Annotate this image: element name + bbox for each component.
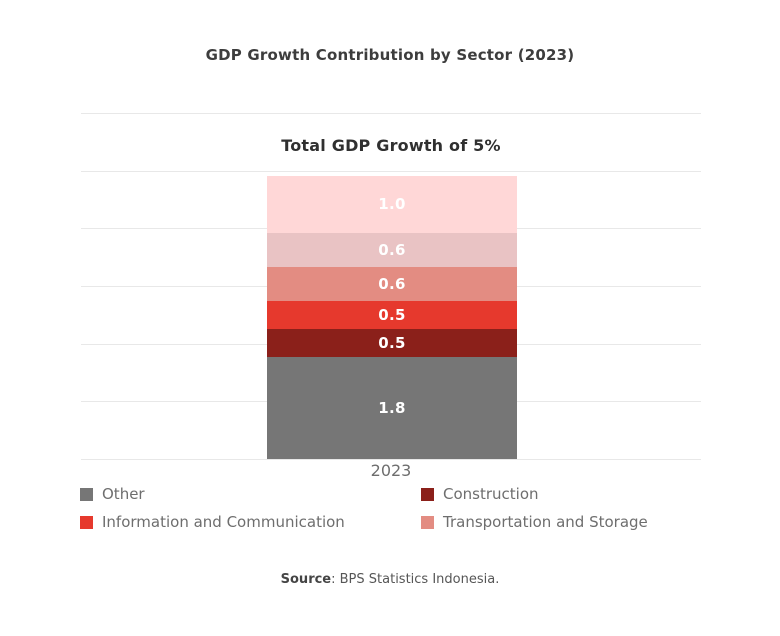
legend-label: Construction: [443, 485, 539, 503]
legend-item: Information and Communication: [80, 512, 421, 532]
bar-segment-value-label: 1.8: [378, 399, 406, 418]
legend-swatch: [421, 487, 434, 501]
stacked-bar: 1.0 0.6 0.6 0.5 0.5 1.8: [267, 176, 517, 459]
plot-area: Total GDP Growth of 5% 1.0 0.6 0.6 0.5 0.5 1.…: [81, 113, 701, 460]
bar-segment-value-label: 0.6: [378, 240, 406, 259]
source-prefix: Source: [280, 572, 332, 587]
legend-item: Construction: [421, 484, 702, 504]
bar-segment: 1.0: [267, 176, 517, 233]
bar-segment: 0.5: [267, 328, 517, 358]
legend-swatch: [80, 515, 93, 529]
legend-item: Other: [80, 484, 421, 504]
legend-swatch: [421, 515, 434, 529]
bar-segment-value-label: 0.5: [378, 333, 406, 352]
legend-item: Transportation and Storage: [421, 512, 702, 532]
legend-label: Information and Communication: [102, 513, 345, 531]
bar-segment-value-label: 0.5: [378, 305, 406, 324]
bar-segment: 1.8: [267, 357, 517, 459]
source-text: : BPS Statistics Indonesia.: [331, 572, 500, 587]
bar-segment-value-label: 1.0: [378, 195, 406, 214]
gridline: [81, 459, 701, 460]
bar-segment-value-label: 0.6: [378, 274, 406, 293]
legend-swatch: [80, 487, 93, 501]
bar-segment: 0.6: [267, 232, 517, 267]
legend-label: Transportation and Storage: [443, 513, 648, 531]
chart-title: GDP Growth Contribution by Sector (2023): [205, 46, 575, 64]
chart-subtitle: Total GDP Growth of 5%: [281, 136, 501, 155]
gridline: [81, 170, 701, 172]
legend-label: Other: [102, 485, 145, 503]
gridline: [81, 113, 701, 114]
bar-segment: 0.6: [267, 266, 517, 301]
legend: Other Construction Information and Communi…: [80, 484, 702, 532]
x-axis-label: 2023: [370, 461, 412, 480]
bar-segment: 0.5: [267, 300, 517, 329]
source-note: Source: BPS Statistics Indonesia.: [0, 572, 780, 587]
